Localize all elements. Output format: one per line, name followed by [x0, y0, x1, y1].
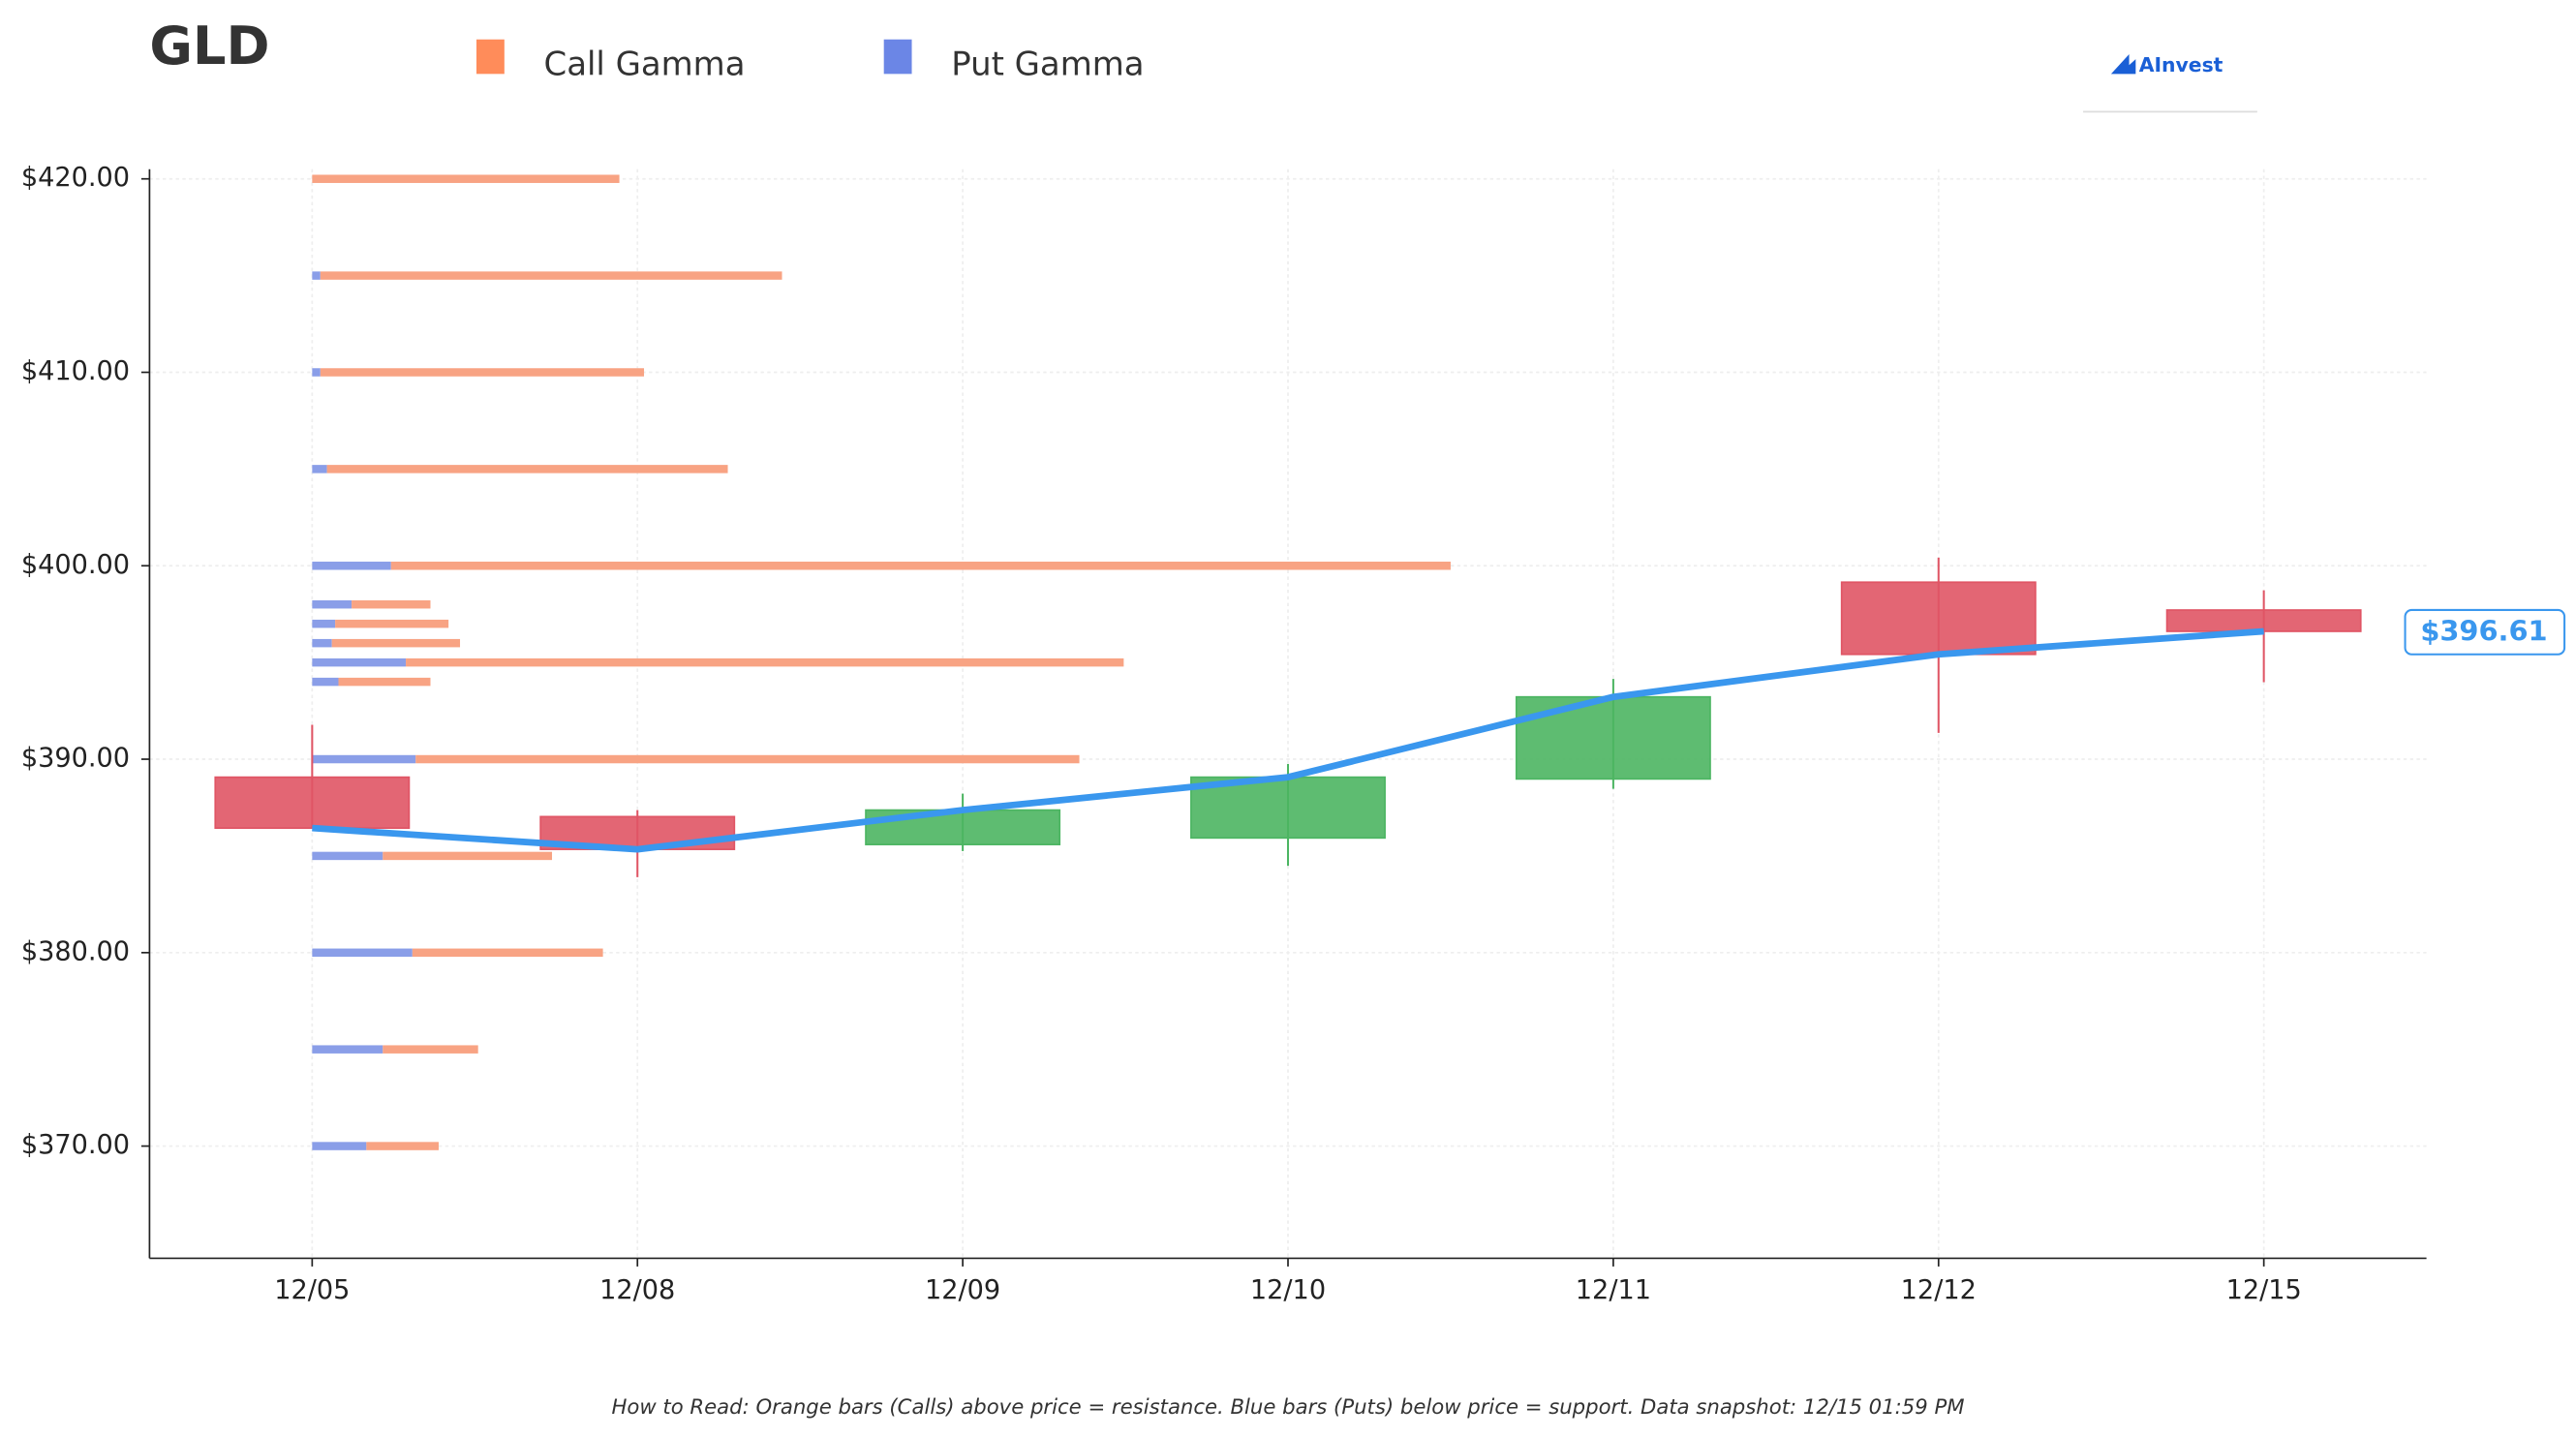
gamma-bar	[331, 638, 461, 648]
legend-swatch	[475, 39, 505, 75]
x-tick-label: 12/08	[599, 1275, 675, 1305]
gamma-bar	[320, 368, 645, 377]
y-tick-label: $420.00	[21, 163, 130, 193]
x-tick-label: 12/12	[1901, 1275, 1977, 1305]
gamma-bar	[326, 465, 728, 474]
gamma-bar	[406, 657, 1124, 667]
candle-body	[2165, 609, 2362, 632]
gamma-bar	[383, 851, 553, 861]
logo: AInvest	[2083, 53, 2257, 113]
gamma-bar	[312, 1045, 383, 1054]
legend-label: Put Gamma	[951, 45, 1144, 82]
gamma-bar	[312, 677, 339, 687]
gamma-bar	[383, 1045, 478, 1054]
logo-text: AInvest	[2139, 53, 2223, 76]
logo-icon	[2110, 53, 2136, 75]
y-tick-label: $410.00	[21, 356, 130, 386]
y-tick-label: $380.00	[21, 936, 130, 966]
gamma-bar	[352, 599, 431, 609]
y-tick-label: $390.00	[21, 744, 130, 774]
candle-body	[1840, 581, 2037, 656]
gamma-bar	[312, 271, 321, 280]
gamma-bar	[312, 754, 416, 764]
gamma-bar	[412, 948, 603, 958]
x-tick-label: 12/09	[925, 1275, 1000, 1305]
gamma-bar	[415, 754, 1080, 764]
gamma-bar	[312, 851, 383, 861]
gamma-bar	[312, 1142, 367, 1150]
price-label: $396.61	[2420, 615, 2547, 648]
gamma-bar	[320, 271, 782, 280]
gamma-bar	[312, 465, 327, 474]
legend-swatch	[883, 39, 912, 75]
y-tick-label: $370.00	[21, 1130, 130, 1160]
x-tick-label: 12/11	[1576, 1275, 1651, 1305]
footnote: How to Read: Orange bars (Calls) above p…	[611, 1394, 1964, 1419]
gamma-bar	[312, 619, 336, 628]
gamma-bar	[312, 562, 391, 570]
price-label-box	[2404, 608, 2566, 656]
gamma-bar	[312, 174, 620, 183]
gamma-bar	[312, 599, 353, 609]
candle-body	[1190, 776, 1386, 840]
gamma-bar	[390, 562, 1451, 570]
x-tick-label: 12/05	[274, 1275, 350, 1305]
chart-title: GLD	[149, 15, 269, 76]
gamma-bar	[312, 657, 407, 667]
x-tick-label: 12/15	[2226, 1275, 2302, 1305]
price-line	[312, 627, 2264, 853]
gamma-bar	[312, 638, 332, 648]
gamma-bar	[312, 948, 413, 958]
x-tick-label: 12/10	[1250, 1275, 1326, 1305]
gamma-bar	[366, 1142, 439, 1150]
candle-body	[1515, 695, 1711, 780]
candle-body	[214, 776, 411, 829]
legend-label: Call Gamma	[544, 45, 746, 82]
gamma-bar	[335, 619, 449, 628]
gamma-bar	[338, 677, 431, 687]
y-tick-label: $400.00	[21, 550, 130, 580]
gamma-bar	[312, 368, 321, 377]
